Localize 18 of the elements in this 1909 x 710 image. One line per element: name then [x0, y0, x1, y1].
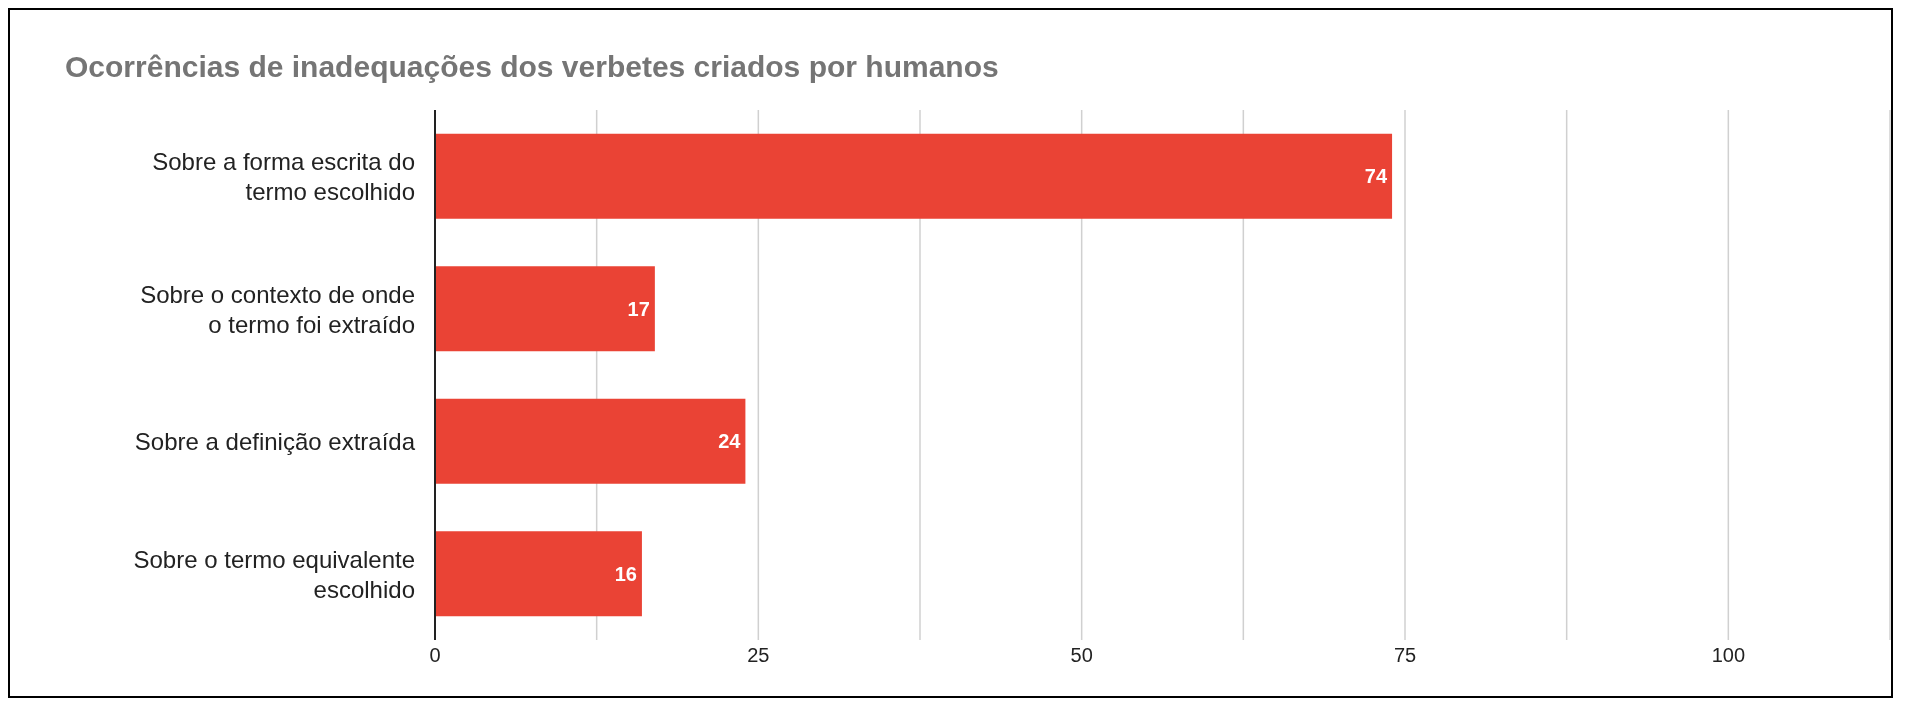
y-tick-label: Sobre o termo equivalente escolhido — [133, 545, 415, 603]
y-tick-label: Sobre a forma escrita do termo escolhido — [152, 147, 415, 205]
x-tick-label: 75 — [1393, 644, 1417, 667]
data-label: 74 — [1364, 165, 1388, 188]
chart-title: Ocorrências de inadequações dos verbetes criados por humanos — [64, 49, 1000, 85]
bar — [435, 531, 642, 617]
x-tick-label: 25 — [747, 644, 770, 667]
x-tick-label: 100 — [1711, 644, 1746, 667]
bar — [435, 266, 655, 352]
y-tick-label: Sobre o contexto de onde o termo foi extraído — [140, 280, 415, 338]
x-tick-label: 50 — [1070, 644, 1093, 667]
data-label: 16 — [614, 562, 637, 585]
y-tick-label: Sobre a definição extraída — [134, 427, 416, 455]
bar — [435, 398, 746, 484]
bar — [435, 133, 1393, 219]
x-tick-label: 0 — [429, 644, 441, 667]
data-label: 17 — [627, 297, 650, 320]
data-label: 24 — [718, 430, 742, 453]
